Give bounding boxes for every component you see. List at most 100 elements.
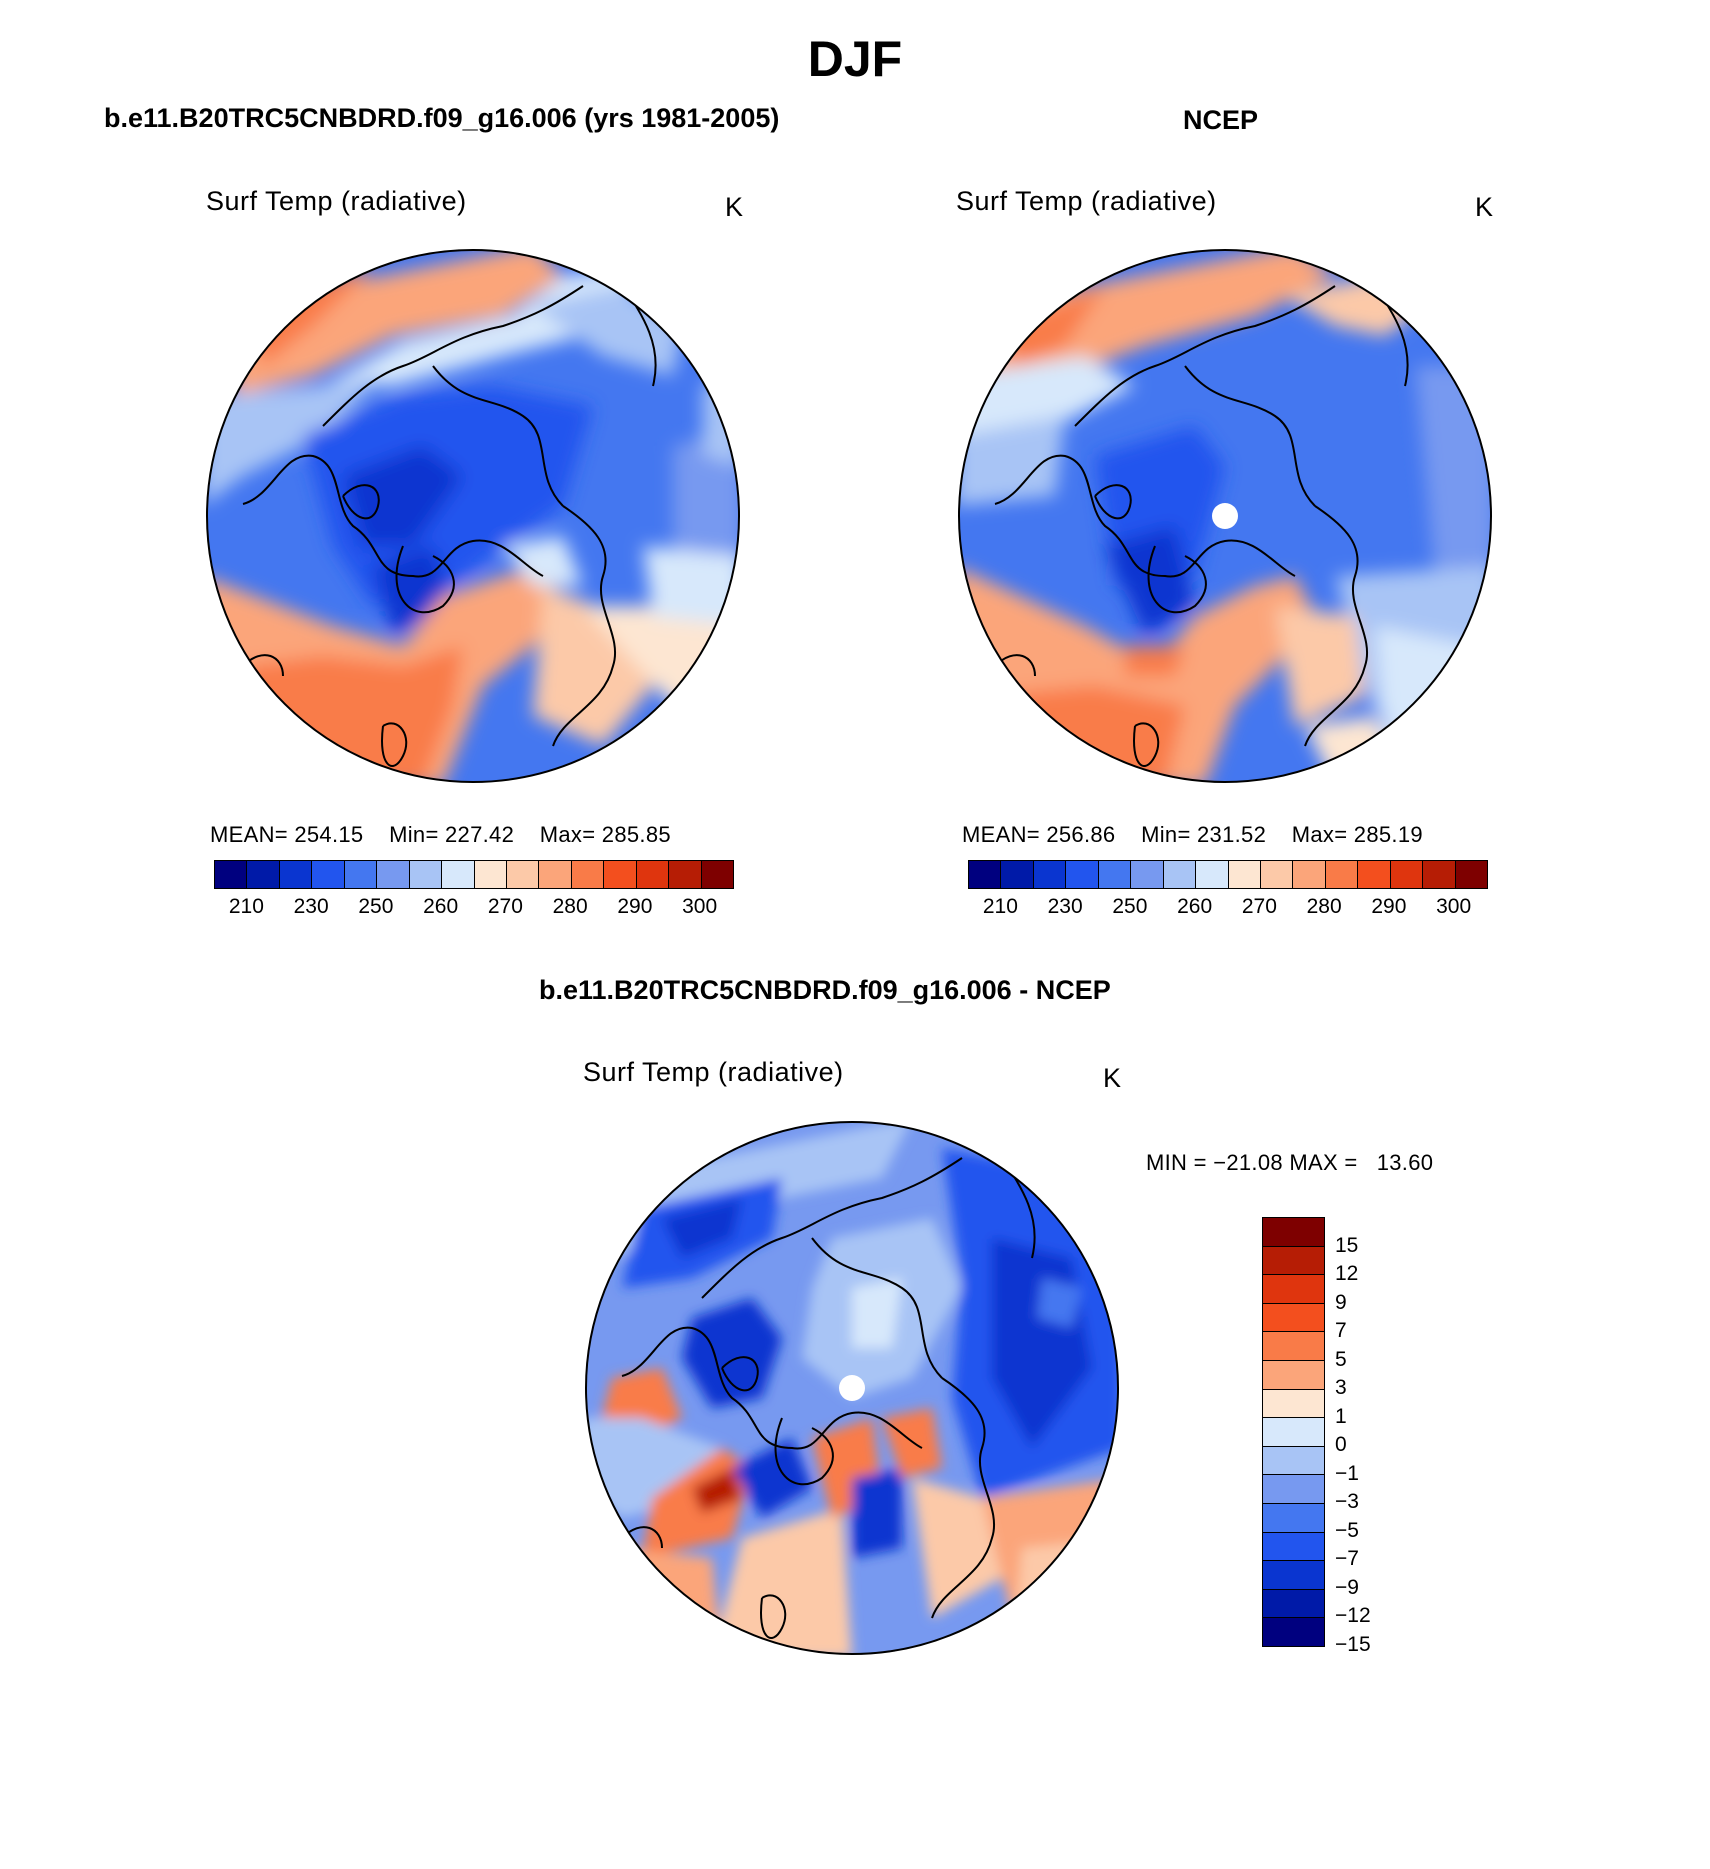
- panel-2-colorbar-box: [1131, 861, 1164, 888]
- diff-colorbar-ticks: 15 12 9 7 5 3 1 0 −1 −3 −5 −7 −9 −12 −15: [1335, 1217, 1395, 1656]
- panel-2-colorbar-tick: 250: [1112, 895, 1148, 918]
- diff-colorbar-tick: −1: [1335, 1461, 1359, 1485]
- panel-1-colorbar-tick: 250: [358, 895, 394, 918]
- diff-max-value: 13.60: [1376, 1150, 1434, 1175]
- diff-min-label: MIN =: [1146, 1150, 1207, 1175]
- panel-2-colorbar-ticks: 210 230 250 260 270 280 290 300: [968, 895, 1486, 921]
- diff-heading: b.e11.B20TRC5CNBDRD.f09_g16.006 - NCEP: [539, 975, 1111, 1005]
- panel-2-colorbar-box: [1325, 861, 1359, 888]
- panel-2-colorbar-box: [1293, 861, 1326, 888]
- panel-1-colorbar-box: [506, 861, 540, 888]
- panel-1-min-label: Min=: [389, 822, 439, 847]
- panel-2-colorbar-box: [1066, 861, 1099, 888]
- panel-2-max-label: Max=: [1291, 822, 1348, 847]
- diff-colorbar-tick: 12: [1335, 1262, 1359, 1286]
- diff-stats: MIN = −21.08 MAX = 13.60: [1146, 1150, 1433, 1176]
- diff-colorbar-tick: 1: [1335, 1404, 1347, 1428]
- diff-colorbar-tick: −15: [1335, 1633, 1371, 1656]
- panel-2-colorbar-tick: 230: [1047, 895, 1083, 918]
- panel-1-colorbar-box: [247, 861, 280, 888]
- panel-1-units: K: [725, 192, 744, 222]
- diff-colorbar-box: [1263, 1475, 1324, 1504]
- panel-2-colorbar-box: [1260, 861, 1294, 888]
- panel-2-pole-hole: [1212, 503, 1238, 529]
- diff-pole-hole: [839, 1375, 865, 1401]
- diff-colorbar-box: [1263, 1332, 1324, 1361]
- diff-colorbar-box: [1263, 1218, 1324, 1247]
- panel-1-mean-label: MEAN=: [210, 822, 288, 847]
- diff-max-label: MAX =: [1289, 1150, 1358, 1175]
- panel-1-mean-value: 254.15: [294, 822, 364, 847]
- panel-1-colorbar-box: [312, 861, 345, 888]
- panel-1-colorbar-box: [539, 861, 572, 888]
- panel-2-colorbar-tick: 290: [1371, 895, 1407, 918]
- diff-colorbar-tick: −3: [1335, 1490, 1359, 1514]
- diff-colorbar-box: [1263, 1446, 1324, 1476]
- panel-1-colorbar-box: [669, 861, 702, 888]
- diff-colorbar-tick: −7: [1335, 1547, 1359, 1571]
- panel-1-colorbar-tick: 280: [552, 895, 588, 918]
- panel-2-colorbar-box: [1098, 861, 1132, 888]
- diff-min-value: −21.08: [1213, 1150, 1283, 1175]
- panel-2-colorbar-tick: 300: [1436, 895, 1472, 918]
- panel-1-colorbar-box: [377, 861, 410, 888]
- panel-2-map: [958, 249, 1492, 783]
- panel-1-max-value: 285.85: [601, 822, 671, 847]
- panel-2-colorbar-box: [1423, 861, 1456, 888]
- panel-2-colorbar-box: [1033, 861, 1067, 888]
- panel-2-mean-label: MEAN=: [962, 822, 1040, 847]
- panel-2-colorbar-box: [1228, 861, 1261, 888]
- diff-colorbar-tick: −12: [1335, 1604, 1371, 1628]
- diff-colorbar-tick: 5: [1335, 1347, 1347, 1371]
- panel-1-colorbar-box: [474, 861, 507, 888]
- diff-colorbar-box: [1263, 1246, 1324, 1276]
- panel-1-colorbar-box: [344, 861, 378, 888]
- panel-2-units: K: [1475, 192, 1494, 222]
- panel-1-map: [206, 249, 740, 783]
- panel-2-heading: NCEP: [1183, 105, 1259, 135]
- panel-1-colorbar-tick: 300: [682, 895, 718, 918]
- panel-1-colorbar-box: [701, 861, 733, 888]
- diff-colorbar: [1262, 1217, 1325, 1647]
- diff-colorbar-box: [1263, 1618, 1324, 1646]
- diff-colorbar-box: [1263, 1360, 1324, 1390]
- panel-2-colorbar-box: [1163, 861, 1197, 888]
- panel-2-min-label: Min=: [1141, 822, 1191, 847]
- panel-1-heading: b.e11.B20TRC5CNBDRD.f09_g16.006 (yrs 198…: [104, 103, 780, 133]
- panel-1-colorbar-tick: 260: [423, 895, 459, 918]
- panel-1-colorbar-box: [215, 861, 248, 888]
- panel-2-colorbar: [968, 860, 1488, 889]
- panel-1-colorbar-box: [442, 861, 475, 888]
- panel-1-stats: MEAN= 254.15 Min= 227.42 Max= 285.85: [210, 822, 671, 848]
- panel-1-colorbar-box: [279, 861, 313, 888]
- panel-2-plot-title: Surf Temp (radiative): [956, 186, 1217, 216]
- panel-2-stats: MEAN= 256.86 Min= 231.52 Max= 285.19: [962, 822, 1423, 848]
- diff-colorbar-box: [1263, 1275, 1324, 1304]
- panel-2-colorbar-box: [1358, 861, 1391, 888]
- panel-2-mean-value: 256.86: [1046, 822, 1116, 847]
- panel-2-min-value: 231.52: [1197, 822, 1267, 847]
- panel-1-colorbar-ticks: 210 230 250 260 270 280 290 300: [214, 895, 732, 921]
- diff-colorbar-tick: −9: [1335, 1575, 1359, 1599]
- panel-2-colorbar-tick: 270: [1241, 895, 1277, 918]
- diff-colorbar-tick: 7: [1335, 1319, 1347, 1343]
- diff-colorbar-box: [1263, 1418, 1324, 1447]
- panel-2-colorbar-tick: 280: [1306, 895, 1342, 918]
- diff-colorbar-tick: −5: [1335, 1518, 1359, 1542]
- panel-1-colorbar-box: [604, 861, 637, 888]
- panel-1-colorbar-tick: 290: [617, 895, 653, 918]
- diff-plot-title: Surf Temp (radiative): [583, 1057, 844, 1087]
- diff-colorbar-box: [1263, 1389, 1324, 1419]
- panel-1-plot-title: Surf Temp (radiative): [206, 186, 467, 216]
- panel-1-min-value: 227.42: [445, 822, 515, 847]
- panel-1-colorbar-box: [409, 861, 443, 888]
- panel-1-colorbar-box: [571, 861, 605, 888]
- diff-units: K: [1103, 1063, 1122, 1093]
- diff-colorbar-tick: 3: [1335, 1376, 1347, 1400]
- panel-2-colorbar-box: [1001, 861, 1034, 888]
- diff-colorbar-box: [1263, 1532, 1324, 1562]
- panel-2-colorbar-box: [1196, 861, 1229, 888]
- panel-2-colorbar-tick: 260: [1177, 895, 1213, 918]
- panel-2-colorbar-box: [1390, 861, 1424, 888]
- panel-2-colorbar-tick: 210: [982, 895, 1018, 918]
